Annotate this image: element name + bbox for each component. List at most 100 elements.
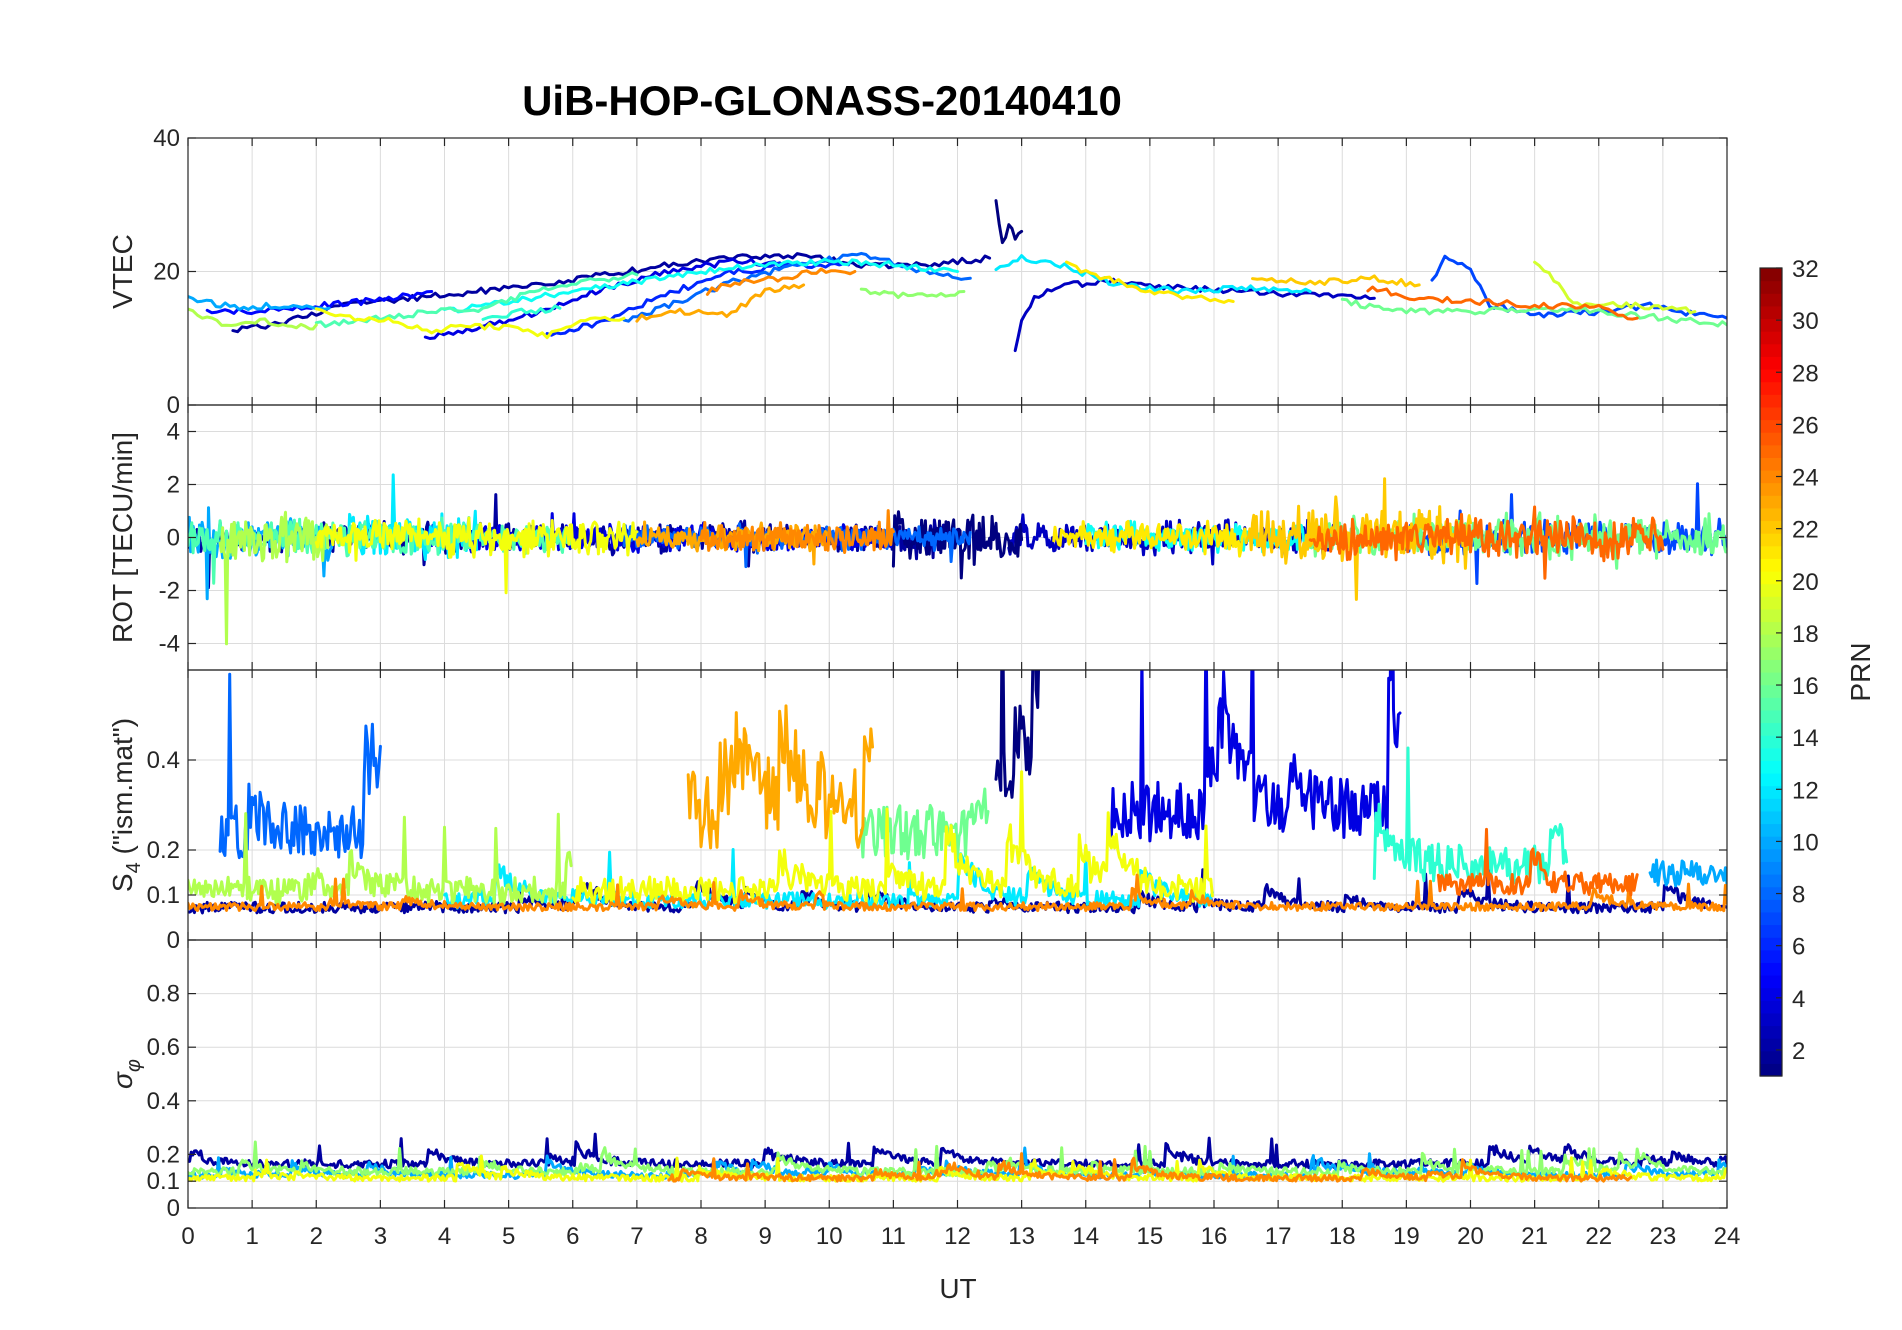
colorbar-swatch	[1760, 646, 1782, 660]
y-tick-label: -4	[159, 631, 180, 658]
series-prn-1	[994, 670, 1041, 799]
colorbar-swatch	[1760, 457, 1782, 471]
series-prn-10	[1648, 858, 1727, 888]
colorbar-tick-label: 20	[1792, 569, 1819, 596]
colorbar-tick-label: 14	[1792, 725, 1819, 752]
panel-sigma-series	[188, 1132, 1727, 1183]
x-tick-label: 7	[630, 1223, 643, 1250]
y-tick-label: 0.1	[147, 882, 180, 909]
y-tick-label: 0.8	[147, 981, 180, 1008]
colorbar-swatch	[1760, 697, 1782, 711]
colorbar-swatch	[1760, 293, 1782, 307]
colorbar-swatch	[1760, 1063, 1782, 1077]
colorbar-swatch	[1760, 268, 1782, 282]
colorbar-swatch	[1760, 432, 1782, 446]
colorbar-swatch	[1760, 507, 1782, 522]
chart-title: UiB-HOP-GLONASS-20140410	[522, 77, 1122, 124]
x-tick-label: 14	[1072, 1223, 1099, 1250]
colorbar-tick-label: 2	[1792, 1038, 1805, 1065]
y-tick-label: 0.6	[147, 1034, 180, 1061]
colorbar-tick-label: 4	[1792, 986, 1805, 1013]
colorbar-label: PRN	[1845, 642, 1876, 701]
panel-vtec-y-ticks: 0 20 40	[153, 125, 1727, 419]
series-prn-18	[218, 510, 330, 646]
colorbar-swatch	[1760, 924, 1782, 938]
x-tick-label: 18	[1329, 1223, 1356, 1250]
y-tick-label: -2	[159, 578, 180, 605]
colorbar-swatch	[1760, 949, 1782, 963]
series-prn-25	[1366, 285, 1639, 321]
colorbar-swatch	[1760, 369, 1782, 383]
colorbar-swatch	[1760, 1025, 1782, 1039]
colorbar-swatch	[1760, 1038, 1782, 1052]
series-prn-25	[1436, 827, 1639, 897]
colorbar-swatch	[1760, 684, 1782, 698]
series-prn-24	[699, 509, 895, 554]
colorbar-swatch	[1760, 1012, 1782, 1027]
x-tick-label: 4	[438, 1223, 451, 1250]
x-tick-label: 21	[1521, 1223, 1548, 1250]
series-prn-12	[443, 848, 1214, 910]
series-prn-23	[686, 704, 874, 850]
series-prn-12	[994, 254, 1312, 295]
colorbar-swatch	[1760, 861, 1782, 875]
colorbar-swatch	[1760, 406, 1782, 421]
series-prn-15	[314, 271, 639, 329]
x-tick-label: 9	[758, 1223, 771, 1250]
colorbar-swatch	[1760, 545, 1782, 559]
panel-sigma-y-ticks: 00.10.2 0.4 0.6 0.8	[147, 981, 1727, 1222]
colorbar-tick-label: 26	[1792, 412, 1819, 439]
series-prn-21	[1065, 260, 1235, 304]
colorbar-swatch	[1760, 760, 1782, 774]
colorbar-swatch	[1760, 280, 1782, 294]
series-prn-20	[314, 307, 626, 340]
colorbar-swatch	[1760, 596, 1782, 610]
y-tick-label: 0	[167, 392, 180, 419]
x-tick-label: 3	[374, 1223, 387, 1250]
series-prn-1	[994, 199, 1024, 245]
colorbar-swatch	[1760, 419, 1782, 433]
x-axis-label: UT	[939, 1273, 976, 1304]
panel-vtec-y-label: VTEC	[107, 234, 138, 309]
x-tick-label: 20	[1457, 1223, 1484, 1250]
series-prn-10	[188, 295, 331, 311]
colorbar-swatch	[1760, 305, 1782, 320]
colorbar-swatch	[1760, 836, 1782, 850]
colorbar-swatch	[1760, 470, 1782, 484]
y-tick-label: 0.4	[147, 1088, 180, 1115]
series-prn-14	[481, 304, 562, 321]
x-tick-label: 5	[502, 1223, 515, 1250]
x-tick-label: 1	[245, 1223, 258, 1250]
colorbar-tick-label: 8	[1792, 882, 1805, 909]
colorbar-swatch	[1760, 899, 1782, 913]
colorbar-swatch	[1760, 558, 1782, 572]
colorbar-swatch	[1760, 381, 1782, 395]
y-tick-label: 4	[167, 419, 180, 446]
colorbar-swatch	[1760, 709, 1782, 724]
colorbar-swatch	[1760, 634, 1782, 648]
colorbar-swatch	[1760, 848, 1782, 862]
x-tick-label: 12	[944, 1223, 971, 1250]
series-prn-17	[859, 287, 966, 299]
y-tick-label: 0.2	[147, 1141, 180, 1168]
colorbar-swatch	[1760, 343, 1782, 357]
x-tick-label: 23	[1650, 1223, 1677, 1250]
panel-vtec-x-ticks	[187, 138, 1728, 405]
series-prn-25	[1308, 505, 1665, 580]
colorbar-tick-label: 12	[1792, 777, 1819, 804]
x-tick-label: 2	[310, 1223, 323, 1250]
x-tick-label: 16	[1201, 1223, 1228, 1250]
series-prn-13	[443, 257, 959, 314]
colorbar-swatch	[1760, 520, 1782, 534]
y-tick-label: 0	[167, 1195, 180, 1222]
colorbar-swatch	[1760, 987, 1782, 1001]
colorbar-swatch	[1760, 482, 1782, 496]
y-tick-label: 0.4	[147, 747, 180, 774]
panel-sigma-y-label: σφ	[107, 1059, 145, 1089]
series-prn-24	[188, 873, 1727, 913]
colorbar-swatch	[1760, 533, 1782, 547]
x-tick-label: 19	[1393, 1223, 1420, 1250]
colorbar-swatch	[1760, 722, 1782, 736]
